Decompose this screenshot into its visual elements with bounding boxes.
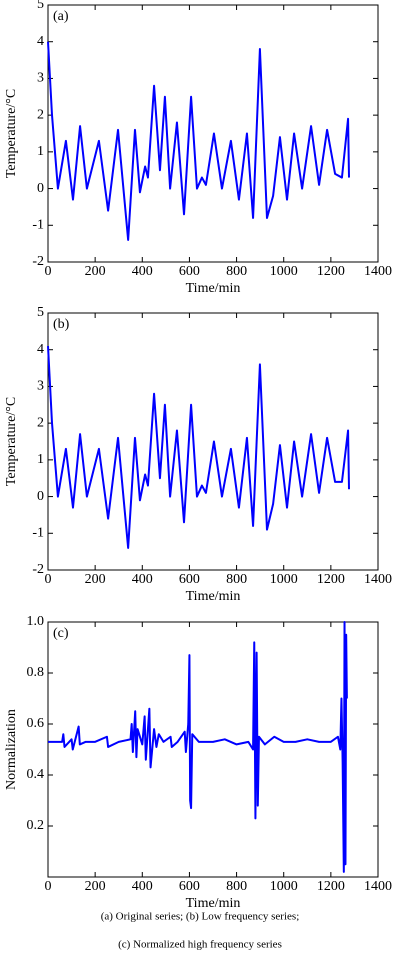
- y-tick-label: -2: [32, 562, 44, 577]
- y-tick-label: -2: [32, 254, 44, 269]
- y-axis-label: Temperature/°C: [4, 89, 19, 178]
- y-tick-label: -1: [32, 526, 44, 541]
- plot-frame: [47, 4, 379, 263]
- y-tick-label: 1: [37, 452, 44, 467]
- caption: (c) Normalized high frequency series: [118, 939, 282, 951]
- y-tick-label: 2: [37, 107, 44, 122]
- x-tick-label: 800: [226, 879, 247, 894]
- x-tick-label: 800: [226, 264, 247, 279]
- x-tick-label: 1200: [317, 572, 345, 587]
- y-axis-label: Normalization: [4, 709, 19, 790]
- plot-frame: [47, 312, 379, 571]
- panel-label: (a): [53, 9, 69, 24]
- y-tick-label: 0.2: [27, 818, 45, 833]
- data-line: [47, 41, 351, 241]
- x-tick-label: 1200: [317, 879, 345, 894]
- x-tick-label: 800: [226, 572, 247, 587]
- caption: (a) Original series; (b) Low frequency s…: [101, 911, 300, 923]
- y-axis-label: Temperature/°C: [4, 397, 19, 486]
- y-tick-label: 1.0: [27, 614, 45, 629]
- x-tick-label: 1400: [364, 572, 392, 587]
- data-line: [48, 621, 348, 873]
- plot-frame: [47, 621, 379, 878]
- y-tick-label: 0: [37, 181, 44, 196]
- y-tick-label: 3: [37, 379, 44, 394]
- y-tick-label: 0.4: [27, 767, 45, 782]
- x-tick-label: 0: [45, 264, 52, 279]
- x-tick-label: 600: [179, 264, 200, 279]
- y-tick-label: 0: [37, 489, 44, 504]
- y-tick-label: 4: [37, 342, 44, 357]
- y-tick-label: 0.6: [27, 716, 45, 731]
- y-tick-label: 5: [37, 305, 44, 320]
- data-line: [47, 345, 351, 549]
- y-tick-label: 4: [37, 34, 44, 49]
- x-tick-label: 1400: [364, 264, 392, 279]
- x-tick-label: 600: [179, 572, 200, 587]
- x-tick-label: 400: [132, 264, 153, 279]
- x-axis-label: Time/min: [186, 589, 241, 604]
- x-tick-label: 200: [85, 572, 106, 587]
- y-tick-label: 2: [37, 415, 44, 430]
- x-axis-label: Time/min: [186, 281, 241, 296]
- y-tick-label: 5: [37, 0, 44, 12]
- x-tick-label: 400: [132, 879, 153, 894]
- x-tick-label: 400: [132, 572, 153, 587]
- x-tick-label: 1400: [364, 879, 392, 894]
- panel-label: (c): [53, 626, 69, 641]
- y-tick-label: -1: [32, 218, 44, 233]
- panel-label: (b): [53, 317, 70, 332]
- x-tick-label: 0: [45, 879, 52, 894]
- x-tick-label: 1000: [270, 879, 298, 894]
- y-tick-label: 0.8: [27, 665, 45, 680]
- x-tick-label: 200: [85, 879, 106, 894]
- x-tick-label: 0: [45, 572, 52, 587]
- x-tick-label: 200: [85, 264, 106, 279]
- x-tick-label: 1200: [317, 264, 345, 279]
- x-axis-label: Time/min: [186, 896, 241, 911]
- y-tick-label: 3: [37, 71, 44, 86]
- x-tick-label: 1000: [270, 264, 298, 279]
- y-tick-label: 1: [37, 144, 44, 159]
- x-tick-label: 600: [179, 879, 200, 894]
- x-tick-label: 1000: [270, 572, 298, 587]
